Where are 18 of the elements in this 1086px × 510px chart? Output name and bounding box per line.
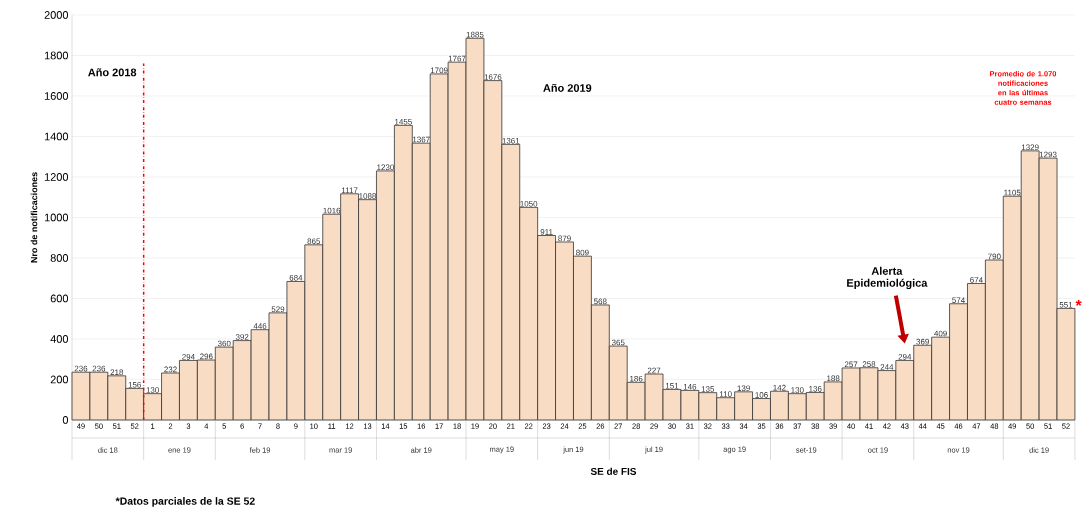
y-tick-label: 0 [62, 416, 69, 424]
y-tick-label: 1600 [44, 92, 69, 100]
annotation: Año 2019 [543, 83, 592, 92]
y-tick-label: 1200 [44, 173, 69, 181]
y-tick-label: 1400 [44, 132, 69, 141]
x-axis-title: SE de FIS [590, 467, 637, 475]
y-tick-label: 200 [50, 375, 69, 384]
y-tick-label: 1800 [44, 51, 69, 60]
annotation: Año 2018 [88, 68, 137, 77]
y-tick-label: 800 [50, 254, 69, 262]
y-tick-label: 400 [50, 335, 69, 343]
y-tick-label: 2000 [44, 11, 69, 19]
text: *Datos parciales de la SE 52 [115, 497, 255, 507]
annotation: Alerta Epidemiológica [847, 266, 928, 290]
y-tick-label: 600 [50, 294, 69, 303]
y-tick-label: 1000 [44, 213, 69, 222]
text: * [1075, 299, 1082, 306]
y-axis-title: Nro de notificaciones [30, 172, 38, 263]
